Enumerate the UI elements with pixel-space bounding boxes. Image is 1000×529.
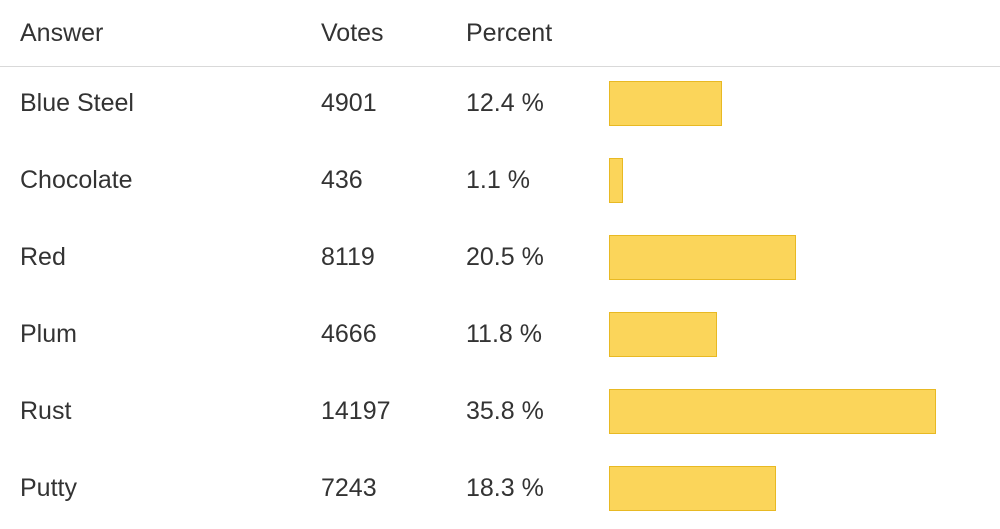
table-row: Red 8119 20.5 %	[0, 220, 1000, 297]
vote-count: 14197	[321, 397, 391, 425]
percent-bar	[609, 466, 776, 511]
percent-label: 12.4 %	[466, 89, 544, 117]
answer-label: Red	[20, 243, 66, 271]
votes-column-header: Votes	[321, 19, 384, 47]
percent-bar	[609, 235, 796, 280]
percent-label: 11.8 %	[466, 320, 542, 348]
percent-bar	[609, 158, 623, 203]
answer-column-header: Answer	[20, 19, 104, 47]
table-header-row: Answer Votes Percent	[0, 0, 1000, 67]
answer-label: Blue Steel	[20, 89, 134, 117]
table-row: Putty 7243 18.3 %	[0, 451, 1000, 528]
vote-count: 436	[321, 166, 363, 194]
percent-label: 18.3 %	[466, 474, 544, 502]
vote-count: 8119	[321, 243, 375, 271]
percent-label: 20.5 %	[466, 243, 544, 271]
vote-count: 4901	[321, 89, 377, 117]
vote-count: 7243	[321, 474, 377, 502]
table-row: Rust 14197 35.8 %	[0, 374, 1000, 451]
percent-bar	[609, 312, 717, 357]
percent-label: 35.8 %	[466, 397, 544, 425]
vote-count: 4666	[321, 320, 377, 348]
percent-label: 1.1 %	[466, 166, 530, 194]
table-row: Chocolate 436 1.1 %	[0, 143, 1000, 220]
answer-label: Chocolate	[20, 166, 133, 194]
table-row: Blue Steel 4901 12.4 %	[0, 66, 1000, 143]
answer-label: Rust	[20, 397, 72, 425]
percent-bar	[609, 81, 722, 126]
answer-label: Putty	[20, 474, 77, 502]
percent-bar	[609, 389, 936, 434]
table-row: Plum 4666 11.8 %	[0, 297, 1000, 374]
percent-column-header: Percent	[466, 19, 553, 47]
answer-label: Plum	[20, 320, 77, 348]
